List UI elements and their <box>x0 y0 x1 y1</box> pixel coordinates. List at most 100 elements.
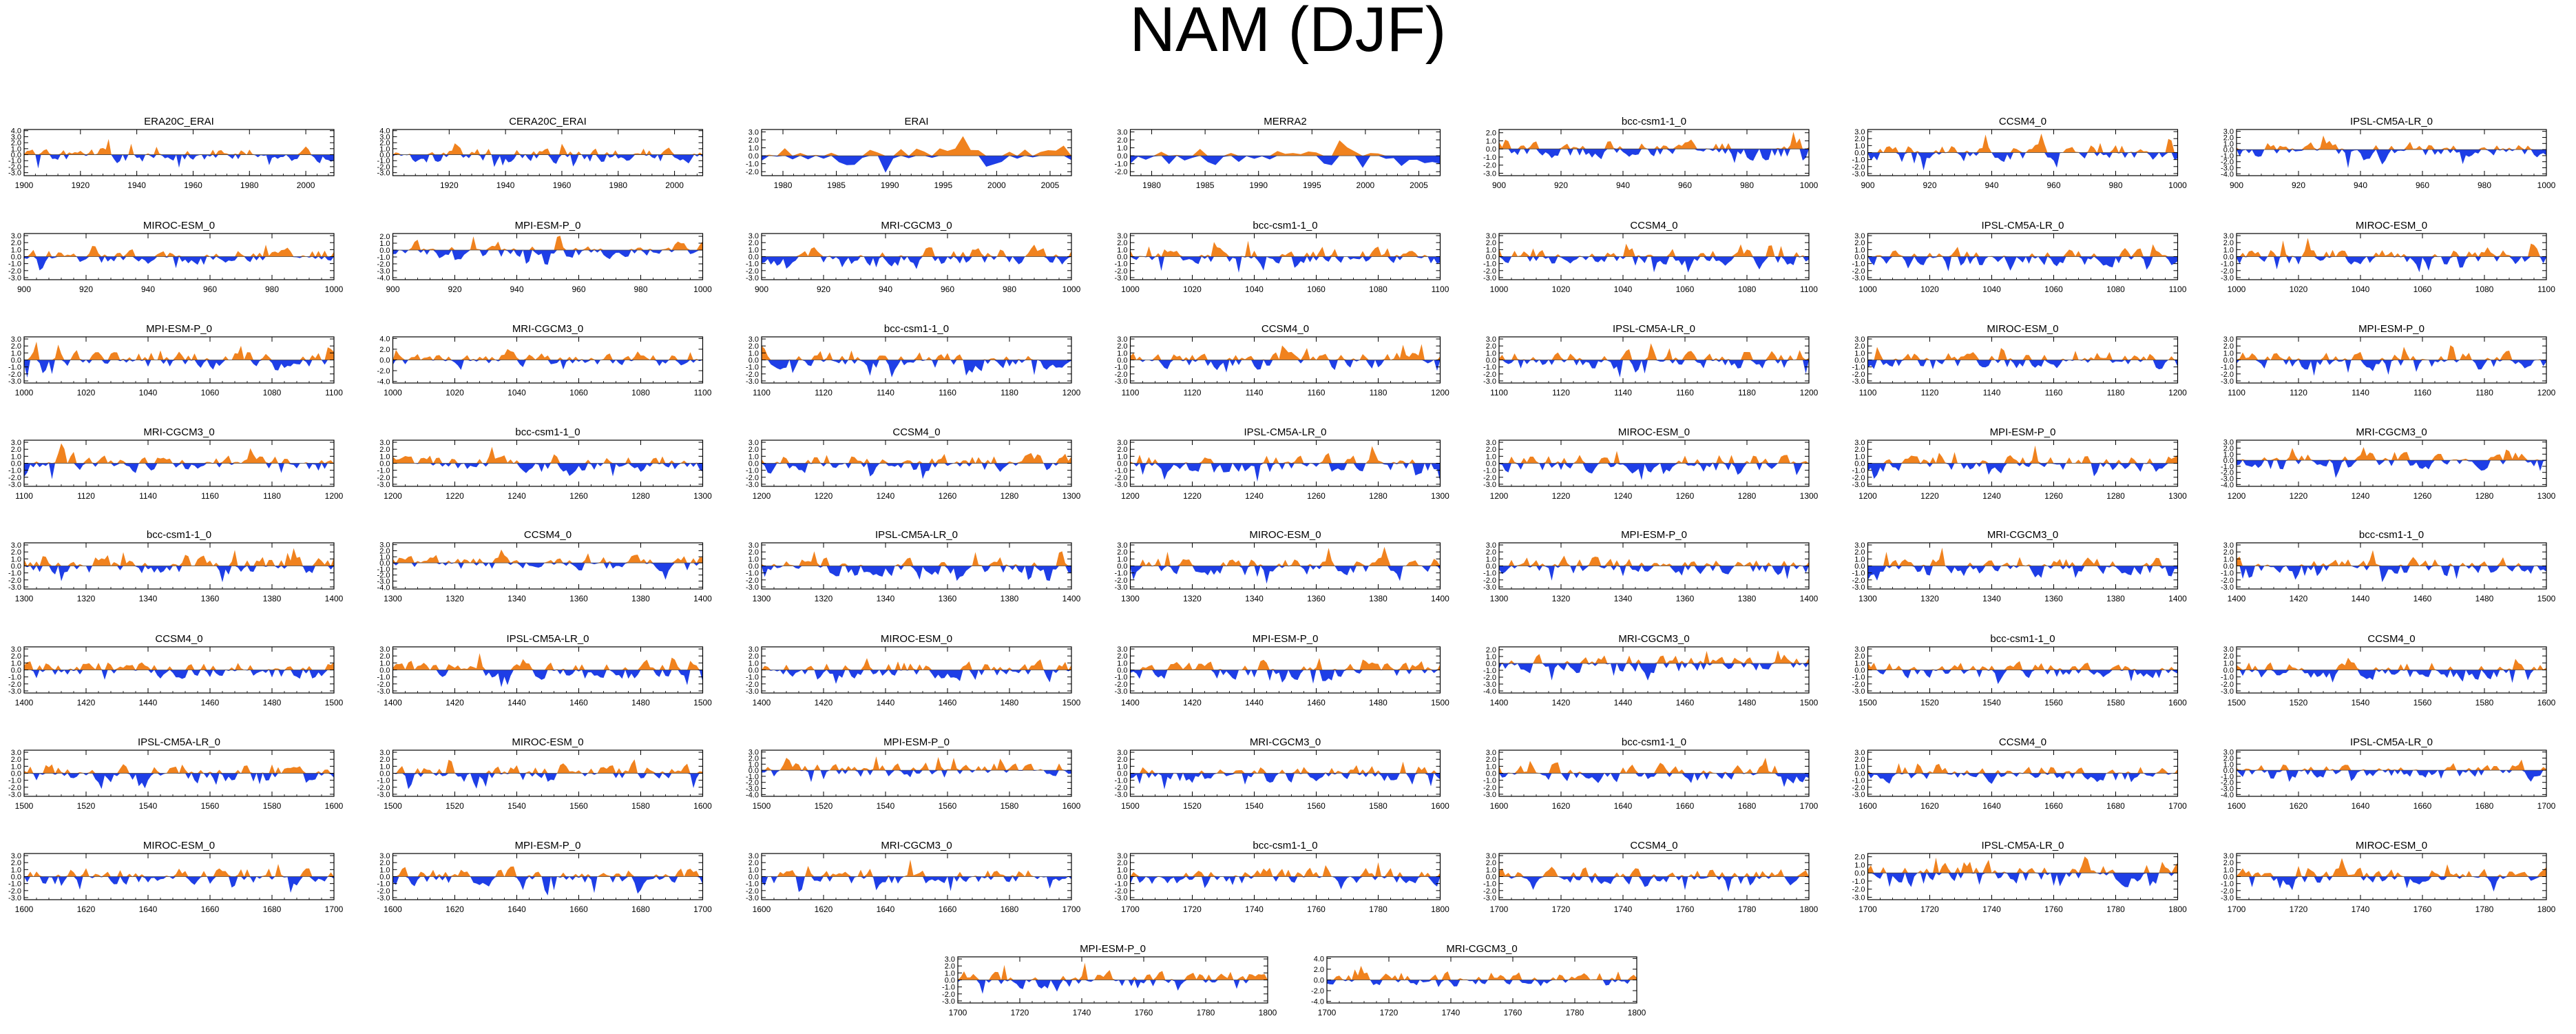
y-tick-label: 1.0 <box>2223 555 2234 563</box>
panel-title: bcc-csm1-1_0 <box>147 529 211 541</box>
y-tick-label: 3.0 <box>1854 541 1865 550</box>
x-tick-label: 2000 <box>665 180 684 190</box>
negative-anomaly-area <box>1867 773 2178 784</box>
y-tick-label: -3.0 <box>1852 791 1865 799</box>
y-tick-label: 3.0 <box>2223 645 2234 654</box>
nam-panel: MERRA2 3.02.01.00.0-1.0-2.0 1980 1985 1990 19… <box>1115 116 1441 190</box>
y-tick-label: -4.0 <box>2221 481 2234 489</box>
negative-anomaly-area <box>1867 256 2178 271</box>
positive-anomaly-area <box>1327 965 1637 980</box>
y-tick-label: -2.0 <box>2221 577 2234 585</box>
x-tick-label: 1220 <box>1920 491 1939 501</box>
panel-title: CCSM4_0 <box>1999 116 2046 127</box>
x-tick-label: 980 <box>2478 180 2491 190</box>
nam-panel: CERA20C_ERAI 4.03.02.01.00.0-1.0-2.0-3.0 1… <box>377 116 704 190</box>
y-tick-label: -1.0 <box>746 467 759 475</box>
nam-panel: IPSL-CM5A-LR_0 2.01.00.0-1.0-2.0-3.0 1700 1… <box>1852 840 2188 914</box>
x-tick-label: 1500 <box>1062 698 1081 707</box>
x-tick-label: 1200 <box>1800 388 1819 397</box>
y-tick-label: -3.0 <box>2221 165 2234 173</box>
positive-anomaly-area <box>2237 858 2546 877</box>
x-tick-label: 1100 <box>753 388 771 397</box>
y-tick-label: -3.0 <box>8 481 21 489</box>
y-tick-label: 0.0 <box>748 563 759 571</box>
nam-panel: IPSL-CM5A-LR_0 3.02.01.00.0-1.0-2.0-3.0 15… <box>8 736 344 811</box>
x-tick-label: 1600 <box>1490 801 1509 811</box>
y-tick-label: -1.0 <box>1852 570 1865 578</box>
y-tick-label: 2.0 <box>1854 548 1865 557</box>
x-tick-label: 1800 <box>1628 1008 1646 1017</box>
y-tick-label: -1.0 <box>746 570 759 578</box>
panel-title: ERAI <box>904 116 928 127</box>
x-tick-label: 1000 <box>2537 180 2556 190</box>
y-tick-label: 1.0 <box>1486 246 1496 254</box>
y-tick-label: 3.0 <box>1486 232 1496 240</box>
nam-panel: MPI-ESM-P_0 3.02.01.00.0-1.0-2.0-3.0 1300 1… <box>1483 529 1819 603</box>
x-tick-label: 1340 <box>877 594 895 603</box>
y-tick-label: 3.0 <box>1117 749 1127 757</box>
x-tick-label: 940 <box>1985 180 1998 190</box>
y-tick-label: 0.0 <box>1854 254 1865 262</box>
y-tick-label: -1.0 <box>8 880 21 889</box>
y-tick-label: 1.0 <box>748 555 759 563</box>
y-tick-label: -1.0 <box>377 157 390 165</box>
x-tick-label: 1680 <box>2475 801 2494 811</box>
panel-title: IPSL-CM5A-LR_0 <box>1981 840 2064 851</box>
nam-panel: MPI-ESM-P_0 3.02.01.00.0-1.0-2.0-3.0 1100 1… <box>2221 323 2556 397</box>
y-tick-label: 1.0 <box>1854 246 1865 254</box>
x-tick-label: 960 <box>572 285 585 294</box>
x-tick-label: 1420 <box>815 698 833 707</box>
y-tick-label: 0.0 <box>2223 667 2234 675</box>
negative-anomaly-area <box>958 980 1268 994</box>
plot-frame <box>392 542 704 590</box>
y-tick-label: -1.0 <box>1483 570 1496 578</box>
x-tick-label: 1700 <box>325 904 344 914</box>
x-tick-label: 1360 <box>939 594 957 603</box>
panel-title: IPSL-CM5A-LR_0 <box>875 529 958 541</box>
x-tick-label: 1200 <box>384 491 402 501</box>
positive-anomaly-area <box>24 864 334 877</box>
x-tick-label: 1380 <box>631 594 650 603</box>
x-tick-label: 1580 <box>631 801 650 811</box>
positive-anomaly-area <box>2237 135 2546 150</box>
y-tick-label: 3.0 <box>1117 439 1127 447</box>
y-tick-label: 0.0 <box>11 254 21 262</box>
negative-anomaly-area <box>1499 149 1809 163</box>
y-tick-label: 2.0 <box>1486 859 1496 867</box>
x-tick-label: 1440 <box>1614 698 1633 707</box>
x-tick-label: 960 <box>1678 180 1692 190</box>
y-tick-label: 4.0 <box>379 127 390 136</box>
nam-panel: IPSL-CM5A-LR_0 3.02.01.00.0-1.0-2.0-3.0 10… <box>1852 220 2187 294</box>
x-tick-label: 1160 <box>1676 388 1694 397</box>
x-tick-label: 900 <box>386 285 399 294</box>
x-tick-label: 1300 <box>2168 491 2187 501</box>
x-tick-label: 1060 <box>1307 285 1326 294</box>
y-tick-label: 1.0 <box>1117 246 1127 254</box>
nam-panel: MPI-ESM-P_0 3.02.01.00.0-1.0-2.0-3.0 1700 1… <box>942 943 1277 1017</box>
y-tick-label: 0.0 <box>11 357 21 365</box>
x-tick-label: 1120 <box>77 491 95 501</box>
x-tick-label: 1520 <box>815 801 833 811</box>
x-tick-label: 1990 <box>881 180 899 190</box>
plot-frame <box>1129 129 1441 176</box>
panel-title: ERA20C_ERAI <box>144 116 214 127</box>
panel-title: MIROC-ESM_0 <box>1618 426 1690 438</box>
x-tick-label: 920 <box>79 285 93 294</box>
panel-title: MRI-CGCM3_0 <box>881 220 952 231</box>
y-tick-label: -2.0 <box>2221 681 2234 689</box>
y-tick-label: 2.0 <box>1117 548 1127 557</box>
x-tick-label: 1080 <box>263 388 282 397</box>
y-tick-label: -1.0 <box>1852 156 1865 165</box>
x-tick-label: 1540 <box>1245 801 1264 811</box>
y-tick-label: 1.0 <box>1117 145 1127 153</box>
y-tick-label: -4.0 <box>1483 687 1496 696</box>
y-tick-label: -3.0 <box>1115 894 1128 902</box>
x-tick-label: 1720 <box>2290 904 2308 914</box>
y-tick-label: 0.0 <box>2223 767 2234 775</box>
positive-anomaly-area <box>24 245 334 257</box>
y-tick-label: 1.0 <box>1854 453 1865 461</box>
y-tick-label: 0.0 <box>2223 457 2234 465</box>
y-tick-label: 0.0 <box>1486 460 1496 468</box>
y-tick-label: -2.0 <box>1115 681 1128 689</box>
positive-anomaly-area <box>958 962 1268 980</box>
